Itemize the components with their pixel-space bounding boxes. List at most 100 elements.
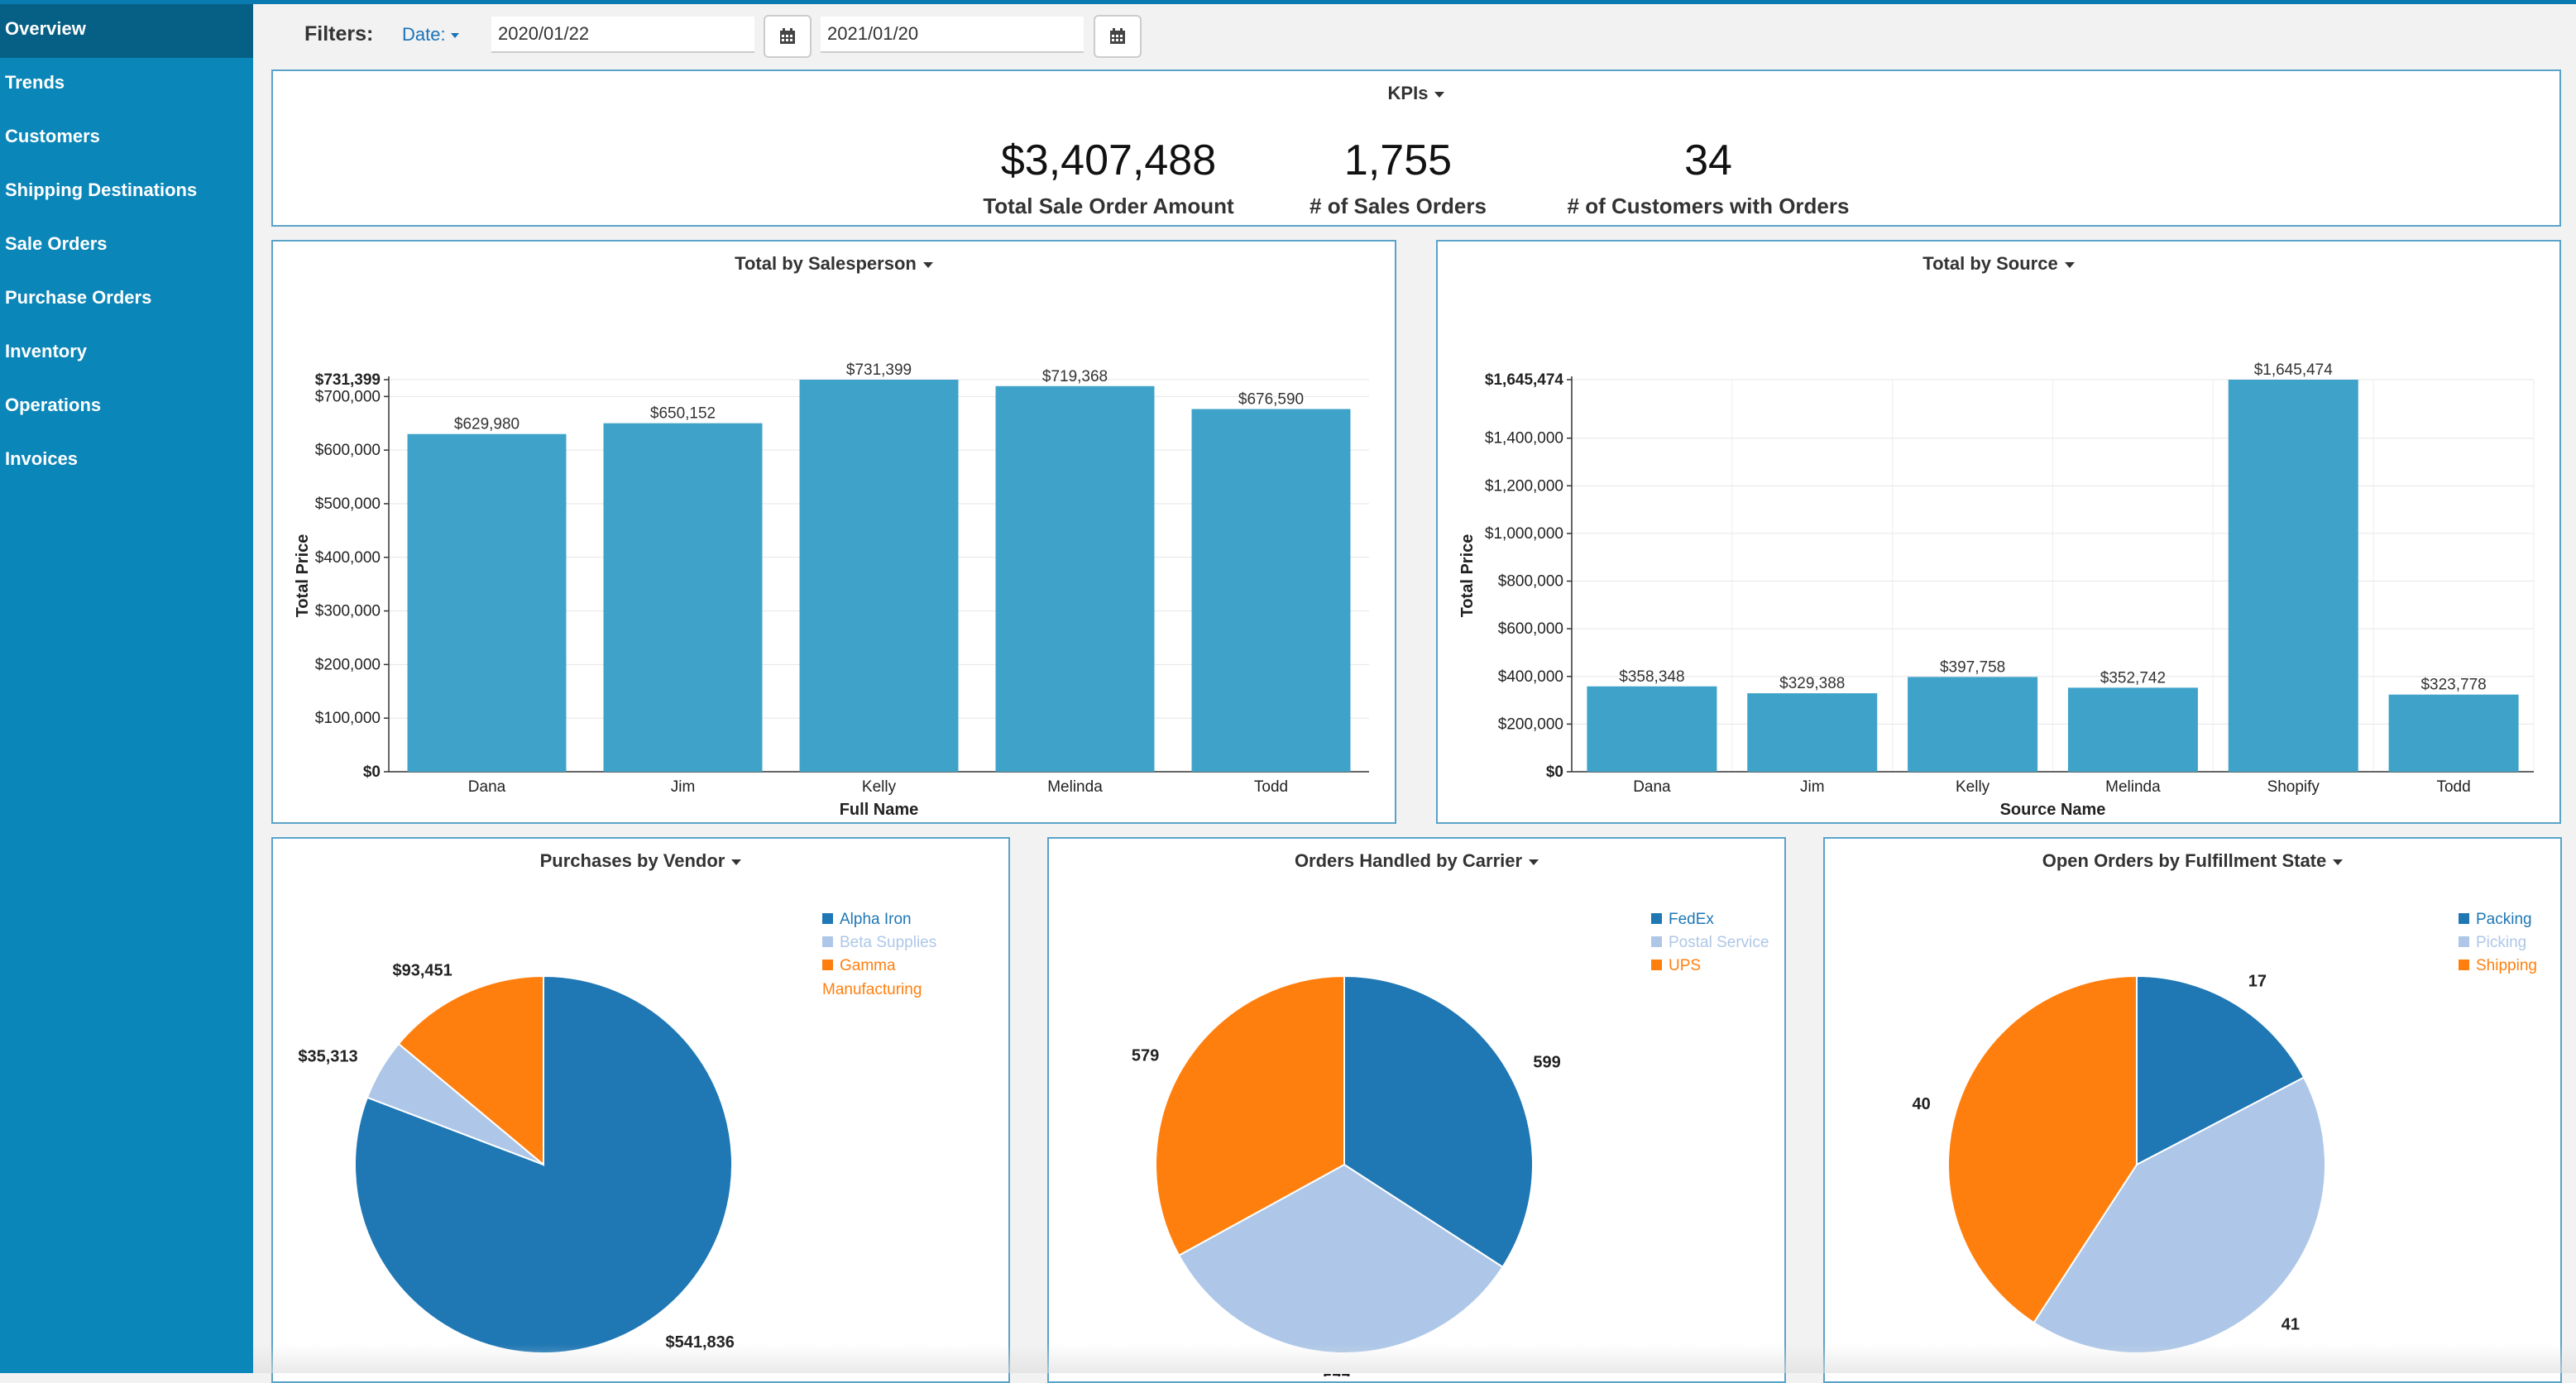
y-tick-label: $1,400,000 <box>1485 430 1563 447</box>
bar-value-label: $323,778 <box>2420 677 2486 694</box>
legend-swatch <box>822 913 833 924</box>
pie-value-label: 40 <box>1912 1095 1930 1113</box>
chart-title-dropdown[interactable]: Total by Source <box>1438 253 2559 275</box>
x-tick-label: Todd <box>1254 778 1288 796</box>
y-axis-label: Total Price <box>294 534 312 618</box>
legend-swatch <box>1651 959 1662 970</box>
end-date-calendar-button[interactable] <box>1094 15 1142 58</box>
x-tick-label: Jim <box>1800 778 1825 796</box>
chart-panel-source: Total by Source $0 $200,000 $400,000 $600,0… <box>1436 240 2561 824</box>
sidebar-item-operations[interactable]: Operations <box>5 395 102 415</box>
bar-value-label: $731,399 <box>846 361 912 379</box>
y-tick-label: $400,000 <box>1498 668 1563 686</box>
bar <box>603 423 763 772</box>
bar <box>2228 380 2358 772</box>
kpi-sales-orders-value: 1,755 <box>1343 136 1453 184</box>
x-tick-label: Melinda <box>2105 778 2161 796</box>
date-filter-dropdown[interactable]: Date: <box>402 24 459 45</box>
pie-value-label: $93,451 <box>392 962 452 980</box>
chart-title-dropdown[interactable]: Orders Handled by Carrier <box>1049 850 1784 872</box>
x-tick-label: Kelly <box>862 778 897 796</box>
chevron-down-icon <box>450 33 459 39</box>
sidebar-item-trends[interactable]: Trends <box>5 72 65 93</box>
bar-value-label: $719,368 <box>1042 368 1108 385</box>
y-tick-label: $100,000 <box>315 710 381 727</box>
x-axis-label: Source Name <box>2000 801 2106 819</box>
legend-item: Postal Service <box>1669 934 1769 951</box>
start-date-input[interactable] <box>491 17 754 53</box>
bar <box>1908 677 2038 772</box>
vendor-pie-chart: $541,836 $35,313 $93,451 Alpha Iron Beta Sup… <box>298 911 936 1354</box>
kpi-panel-title[interactable]: KPIs <box>273 83 2559 104</box>
calendar-icon <box>1110 28 1125 44</box>
chart-title-dropdown[interactable]: Open Orders by Fulfillment State <box>1825 850 2560 872</box>
sidebar-item-purchase-orders[interactable]: Purchase Orders <box>5 287 152 308</box>
y-tick-label: $600,000 <box>315 442 381 459</box>
chevron-down-icon <box>2064 261 2075 268</box>
legend-item: Beta Supplies <box>840 934 936 951</box>
bar-value-label: $397,758 <box>1940 658 2005 676</box>
sidebar-item-overview[interactable]: Overview <box>0 4 253 58</box>
carrier-pie-chart: 599 577 579 FedEx Postal Service UPS <box>1132 911 1769 1376</box>
pie-value-label: 579 <box>1132 1047 1159 1065</box>
y-tick-label: $700,000 <box>315 388 381 405</box>
legend-swatch <box>2459 936 2469 947</box>
x-tick-label: Shopify <box>2267 778 2320 796</box>
chart-panel-salesperson: Total by Salesperson $0 $100,000 $200,000 $… <box>271 240 1396 824</box>
bar <box>1747 693 1878 772</box>
legend-swatch <box>1651 936 1662 947</box>
legend-item: Packing <box>2476 911 2532 928</box>
chart-title: Total by Source <box>1922 253 2058 274</box>
bar <box>995 385 1155 772</box>
y-tick-label: $200,000 <box>315 656 381 673</box>
chevron-down-icon <box>2333 859 2344 865</box>
chevron-down-icon <box>922 261 933 268</box>
pie-slice <box>2136 974 2305 1166</box>
legend-swatch <box>1651 913 1662 924</box>
calendar-icon <box>780 28 795 44</box>
y-tick-label: $600,000 <box>1498 620 1563 638</box>
bar <box>799 380 959 772</box>
kpi-total-amount-value: $3,407,488 <box>1000 136 1217 184</box>
start-date-calendar-button[interactable] <box>764 15 812 58</box>
fulfillment-pie-chart: 17 41 40 Packing Picking Shipping <box>1912 911 2537 1354</box>
bar-value-label: $650,152 <box>650 405 716 423</box>
kpi-panel: KPIs $3,407,488 Total Sale Order Amount … <box>271 69 2561 227</box>
chart-title: Total by Salesperson <box>735 253 917 274</box>
chart-title-dropdown[interactable]: Purchases by Vendor <box>273 850 1008 872</box>
x-tick-label: Jim <box>671 778 696 796</box>
sidebar-item-invoices[interactable]: Invoices <box>5 448 79 469</box>
x-tick-label: Dana <box>1633 778 1671 796</box>
pie-slice <box>1155 974 1345 1257</box>
bar <box>407 433 567 772</box>
sidebar-item-customers[interactable]: Customers <box>5 126 100 146</box>
y-tick-label: $1,645,474 <box>1485 371 1564 389</box>
bar-value-label: $352,742 <box>2100 669 2166 687</box>
end-date-input[interactable] <box>821 17 1084 53</box>
chart-panel-vendor: Purchases by Vendor $541,836 $35,313 $93,4… <box>271 837 1010 1383</box>
sidebar-item-shipping-destinations[interactable]: Shipping Destinations <box>5 179 198 200</box>
bar-value-label: $358,348 <box>1619 668 1684 686</box>
filter-bar: Filters: Date: <box>253 4 2576 64</box>
legend-item: UPS <box>1669 957 1701 974</box>
chart-title: Purchases by Vendor <box>539 850 725 871</box>
sidebar-item-inventory[interactable]: Inventory <box>5 341 88 361</box>
pie-value-label: 577 <box>1323 1371 1350 1376</box>
legend-item: Manufacturing <box>822 981 922 998</box>
bar <box>1191 409 1351 772</box>
chart-title-dropdown[interactable]: Total by Salesperson <box>273 253 1395 275</box>
bar <box>2067 687 2198 772</box>
sidebar-item-sale-orders[interactable]: Sale Orders <box>5 233 108 254</box>
x-tick-label: Melinda <box>1047 778 1103 796</box>
chevron-down-icon <box>731 859 742 865</box>
y-tick-label: $400,000 <box>315 549 381 567</box>
sidebar: Overview Trends Customers Shipping Desti… <box>0 4 253 1373</box>
bar <box>2388 694 2519 772</box>
y-tick-label: $500,000 <box>315 495 381 513</box>
x-tick-label: Dana <box>468 778 506 796</box>
legend-swatch <box>822 936 833 947</box>
pie-value-label: 599 <box>1533 1054 1560 1072</box>
y-tick-label: $731,399 <box>315 371 381 389</box>
bar <box>1587 686 1717 772</box>
top-accent-bar <box>0 0 2576 4</box>
